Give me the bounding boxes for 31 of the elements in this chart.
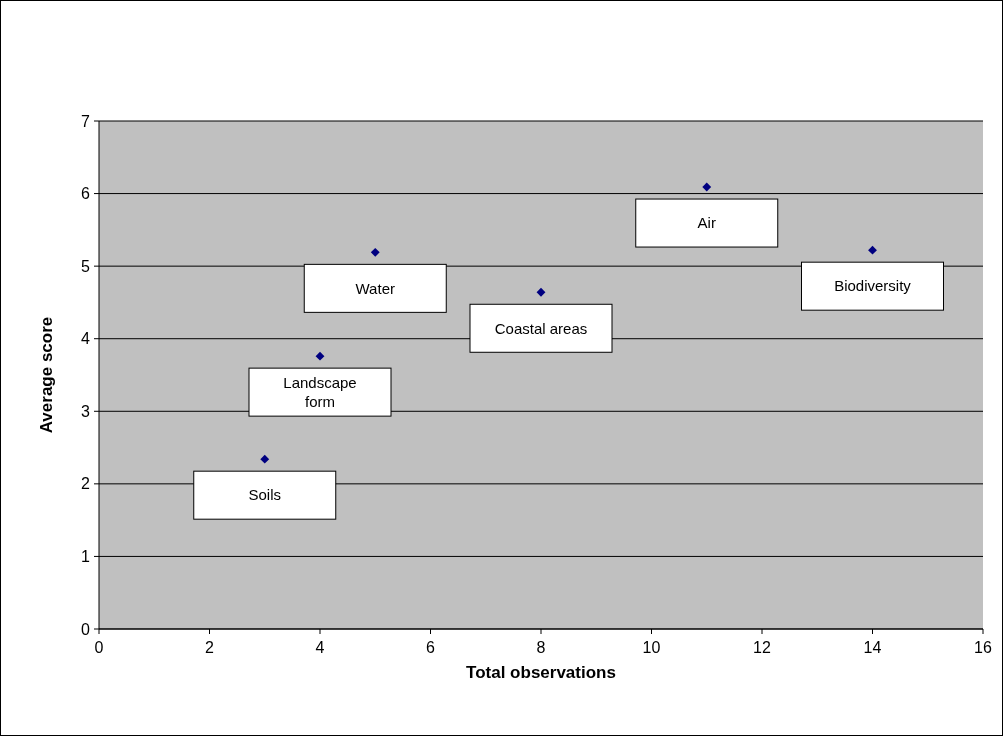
annotation: Biodiversity [834,277,912,295]
x-tick-label: 14 [863,639,882,656]
point [702,182,712,192]
annotation: Soils [248,486,282,504]
x-tick-label: 4 [315,639,325,656]
x-axis-title: Total observations [466,663,616,682]
x-tick-label: 16 [974,639,992,656]
y-tick-label: 2 [81,475,91,493]
x-tick-label: 8 [536,639,546,656]
y-tick-label: 3 [81,402,91,420]
point [536,287,546,297]
annotation: Landscape form [283,373,357,410]
annotation: Coastal areas [494,319,588,337]
point [315,351,325,361]
y-tick-label: 6 [81,185,91,203]
annotation: Water [355,279,395,297]
point [868,245,877,255]
x-tick-label: 2 [205,639,215,656]
y-tick-label: 0 [81,620,91,638]
point [260,454,270,464]
annotation: Air [697,214,716,232]
x-tick-label: 10 [642,639,661,656]
x-tick-label: 12 [753,639,771,656]
y-tick-label: 7 [81,112,91,130]
y-tick-label: 5 [81,257,91,275]
y-tick-label: 1 [81,548,91,566]
y-axis-title: Average score [37,316,56,434]
x-tick-label: 0 [94,639,104,656]
point [370,247,380,257]
x-tick-label: 6 [426,639,436,656]
y-tick-label: 4 [81,330,91,348]
